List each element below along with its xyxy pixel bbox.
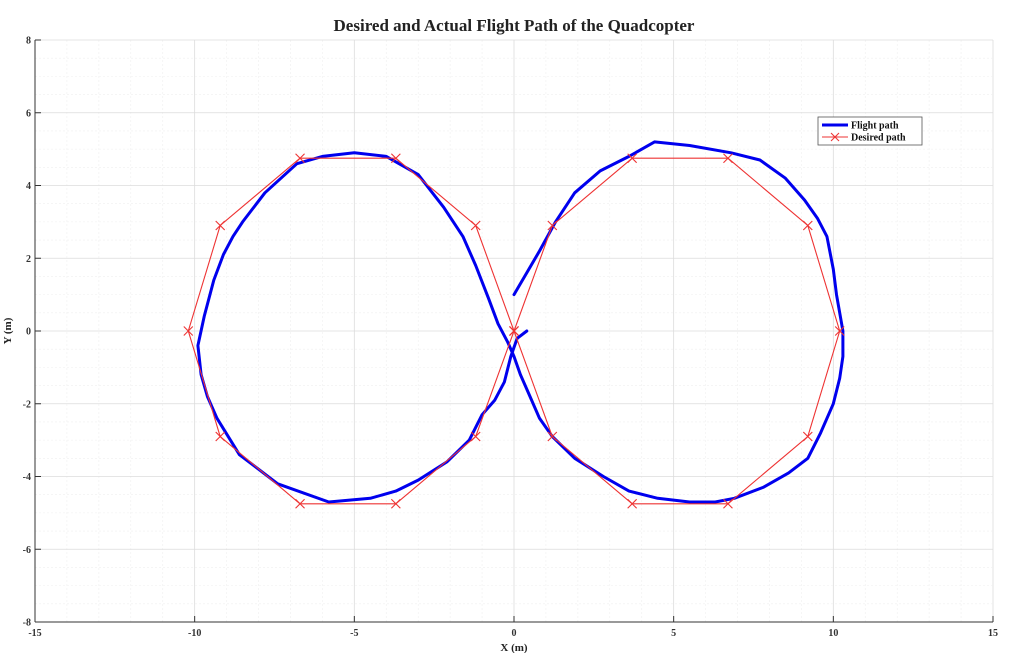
desired-path-point [215, 220, 226, 231]
desired-path-point [723, 153, 733, 164]
desired-path-point [215, 431, 226, 442]
y-tick-label: 2 [26, 254, 31, 265]
legend-box [817, 116, 923, 146]
x-tick-label: -10 [188, 628, 201, 639]
x-tick-label: 15 [988, 628, 998, 639]
x-axis-label: X (m) [500, 642, 528, 653]
series-line-flight-path [196, 140, 845, 504]
x-tick-label: -15 [28, 628, 41, 639]
y-tick-label: -8 [23, 618, 31, 629]
x-tick-label: 0 [512, 628, 517, 639]
desired-path-point [547, 220, 558, 231]
y-tick-label: 6 [26, 108, 31, 119]
desired-path-point [723, 498, 733, 509]
y-tick-label: -4 [23, 472, 31, 483]
axes [34, 39, 994, 623]
desired-path-point [295, 498, 305, 509]
desired-path-point [295, 153, 305, 164]
y-tick-label: -2 [23, 399, 31, 410]
y-tick-label: 8 [26, 36, 31, 47]
y-axis-label: Y (m) [2, 317, 14, 344]
desired-path-point [470, 431, 481, 442]
desired-path-point [802, 220, 813, 231]
legend-label: Flight path [851, 121, 899, 132]
desired-path-point [390, 498, 401, 509]
desired-path-point [183, 326, 194, 336]
desired-path-point [834, 326, 845, 336]
desired-path-point [470, 220, 481, 231]
series-layer [183, 140, 845, 509]
desired-path-point [627, 498, 638, 509]
x-tick-label: -5 [350, 628, 358, 639]
desired-path-point [390, 153, 401, 164]
tick-labels: -15 -10 -5 0 5 10 15 -8 -6 -4 -2 0 2 4 6 8 [23, 36, 998, 640]
y-tick-label: 0 [26, 327, 31, 338]
desired-path-point [547, 431, 558, 442]
x-tick-label: 5 [671, 628, 676, 639]
legend-label: Desired path [851, 133, 906, 144]
desired-path-point [627, 153, 638, 164]
desired-path-point [509, 326, 519, 336]
chart-title: Desired and Actual Flight Path of the Qu… [334, 16, 695, 35]
y-tick-label: -6 [23, 545, 31, 556]
desired-path-point [802, 431, 813, 442]
y-tick-label: 4 [26, 181, 31, 192]
x-tick-label: 10 [828, 628, 838, 639]
